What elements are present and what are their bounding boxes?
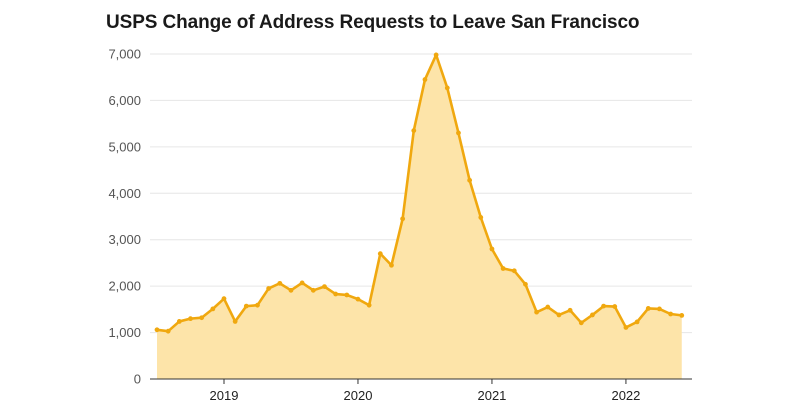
data-point — [400, 216, 406, 222]
y-tick-label: 2,000 — [108, 279, 141, 294]
data-point — [444, 85, 450, 91]
data-point — [210, 306, 216, 312]
y-tick-label: 7,000 — [108, 47, 141, 62]
data-point — [377, 251, 383, 257]
area-fill — [157, 54, 682, 380]
data-points — [154, 52, 685, 334]
data-point — [255, 302, 260, 308]
y-tick-label: 5,000 — [108, 139, 141, 154]
y-tick-label: 4,000 — [108, 186, 141, 201]
data-point — [322, 284, 327, 290]
data-point — [679, 312, 685, 318]
y-tick-label: 6,000 — [108, 93, 141, 108]
data-point — [154, 327, 160, 333]
data-point — [623, 325, 629, 330]
data-point — [310, 287, 316, 293]
y-tick-label: 3,000 — [108, 232, 141, 247]
y-tick-label: 0 — [134, 372, 141, 387]
data-point — [333, 291, 339, 297]
data-point — [199, 315, 205, 321]
data-point — [467, 177, 473, 183]
data-point — [176, 319, 182, 324]
data-point — [511, 268, 517, 274]
data-point — [389, 262, 394, 268]
data-point — [578, 320, 584, 326]
data-point — [590, 312, 595, 318]
data-point — [232, 319, 238, 324]
data-point — [634, 319, 640, 325]
data-point — [478, 215, 484, 220]
data-point — [243, 303, 249, 309]
data-point — [545, 304, 551, 310]
data-point — [221, 296, 227, 302]
data-point — [456, 130, 461, 136]
data-point — [277, 280, 283, 286]
data-point — [668, 311, 673, 317]
data-point — [366, 302, 372, 308]
data-point — [433, 52, 439, 58]
data-point — [567, 307, 573, 313]
x-tick-label: 2022 — [611, 388, 640, 403]
y-tick-label: 1,000 — [108, 325, 141, 340]
data-point — [523, 281, 528, 287]
y-axis-labels: 0 1,000 2,000 3,000 4,000 5,000 6,000 7,000 — [108, 47, 141, 387]
data-point — [188, 316, 193, 322]
x-axis-ticks: 2019 2020 2021 2022 — [210, 379, 640, 403]
data-point — [500, 266, 506, 271]
x-tick-label: 2020 — [344, 388, 373, 403]
data-point — [556, 312, 562, 318]
data-point — [645, 306, 651, 311]
data-point — [266, 286, 272, 291]
x-tick-label: 2019 — [210, 388, 239, 403]
data-point — [489, 246, 495, 252]
data-point — [165, 328, 171, 334]
data-point — [355, 296, 361, 302]
x-tick-label: 2021 — [477, 388, 506, 403]
data-point — [612, 304, 618, 309]
data-point — [534, 309, 540, 315]
data-point — [422, 77, 428, 82]
data-point — [657, 306, 662, 312]
chart-title: USPS Change of Address Requests to Leave… — [106, 12, 640, 33]
data-point — [344, 292, 350, 298]
data-point — [288, 287, 294, 293]
data-point — [299, 280, 305, 286]
data-point — [601, 303, 606, 309]
data-point — [411, 128, 417, 134]
